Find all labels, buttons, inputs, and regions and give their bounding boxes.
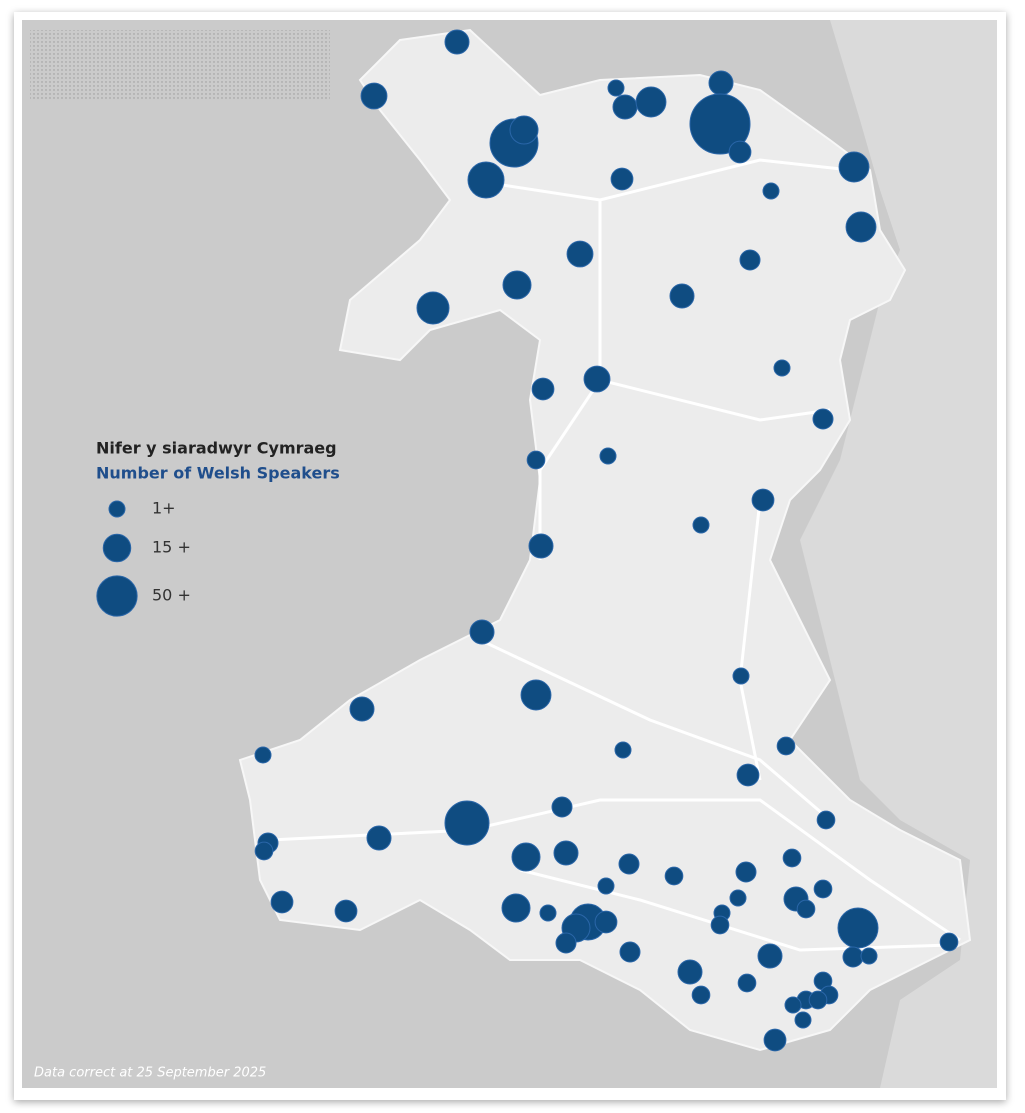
marker <box>735 861 757 883</box>
marker <box>520 679 552 711</box>
marker <box>531 377 555 401</box>
marker <box>366 825 392 851</box>
marker <box>736 763 760 787</box>
legend-marker <box>102 533 132 563</box>
marker <box>813 879 833 899</box>
marker <box>444 800 490 846</box>
marker <box>444 29 470 55</box>
marker <box>732 667 750 685</box>
marker <box>551 796 573 818</box>
marker <box>692 516 710 534</box>
wales <box>238 28 972 1052</box>
marker <box>796 899 816 919</box>
marker <box>502 270 532 300</box>
marker <box>467 161 505 199</box>
marker <box>511 842 541 872</box>
marker <box>619 941 641 963</box>
legend-marker <box>108 500 126 518</box>
marker <box>501 893 531 923</box>
marker <box>349 696 375 722</box>
marker <box>689 93 751 155</box>
legend-label: 15 + <box>152 538 191 557</box>
marker <box>816 810 836 830</box>
marker <box>599 447 617 465</box>
marker <box>762 182 780 200</box>
marker <box>360 82 388 110</box>
marker <box>555 932 577 954</box>
marker <box>469 619 495 645</box>
marker <box>416 291 450 325</box>
marker <box>607 79 625 97</box>
marker <box>845 211 877 243</box>
legend-label: 1+ <box>152 499 176 518</box>
marker <box>612 94 638 120</box>
marker <box>539 904 557 922</box>
england <box>800 20 997 1088</box>
marker <box>583 365 611 393</box>
marker <box>757 943 783 969</box>
marker <box>729 889 747 907</box>
marker <box>751 488 775 512</box>
marker <box>838 151 870 183</box>
marker <box>254 746 272 764</box>
marker <box>614 741 632 759</box>
marker <box>710 915 730 935</box>
marker <box>763 1028 787 1052</box>
marker <box>526 450 546 470</box>
marker <box>566 240 594 268</box>
marker <box>794 1011 812 1029</box>
marker <box>782 848 802 868</box>
marker <box>837 907 879 949</box>
footnote: Data correct at 25 September 2025 <box>34 1066 266 1081</box>
legend-title: Nifer y siaradwyr Cymraeg <box>96 439 337 458</box>
marker <box>812 408 834 430</box>
marker <box>597 877 615 895</box>
marker <box>842 946 864 968</box>
marker <box>773 359 791 377</box>
legend-marker <box>96 575 138 617</box>
marker <box>739 249 761 271</box>
marker <box>784 996 802 1014</box>
legend-label: 50 + <box>152 586 191 605</box>
marker <box>728 140 752 164</box>
marker <box>669 283 695 309</box>
marker <box>737 973 757 993</box>
marker <box>691 985 711 1005</box>
marker <box>610 167 634 191</box>
marker <box>553 840 579 866</box>
legend-subtitle: Number of Welsh Speakers <box>96 464 340 483</box>
marker <box>860 947 878 965</box>
marker <box>708 70 734 96</box>
placeholder <box>30 30 330 100</box>
marker <box>677 959 703 985</box>
marker <box>254 841 274 861</box>
marker <box>509 115 539 145</box>
marker <box>618 853 640 875</box>
marker <box>664 866 684 886</box>
marker <box>334 899 358 923</box>
marker <box>776 736 796 756</box>
roads <box>269 158 961 952</box>
marker <box>808 990 828 1010</box>
marker <box>528 533 554 559</box>
marker <box>594 910 618 934</box>
marker <box>270 890 294 914</box>
marker <box>635 86 667 118</box>
marker <box>939 932 959 952</box>
